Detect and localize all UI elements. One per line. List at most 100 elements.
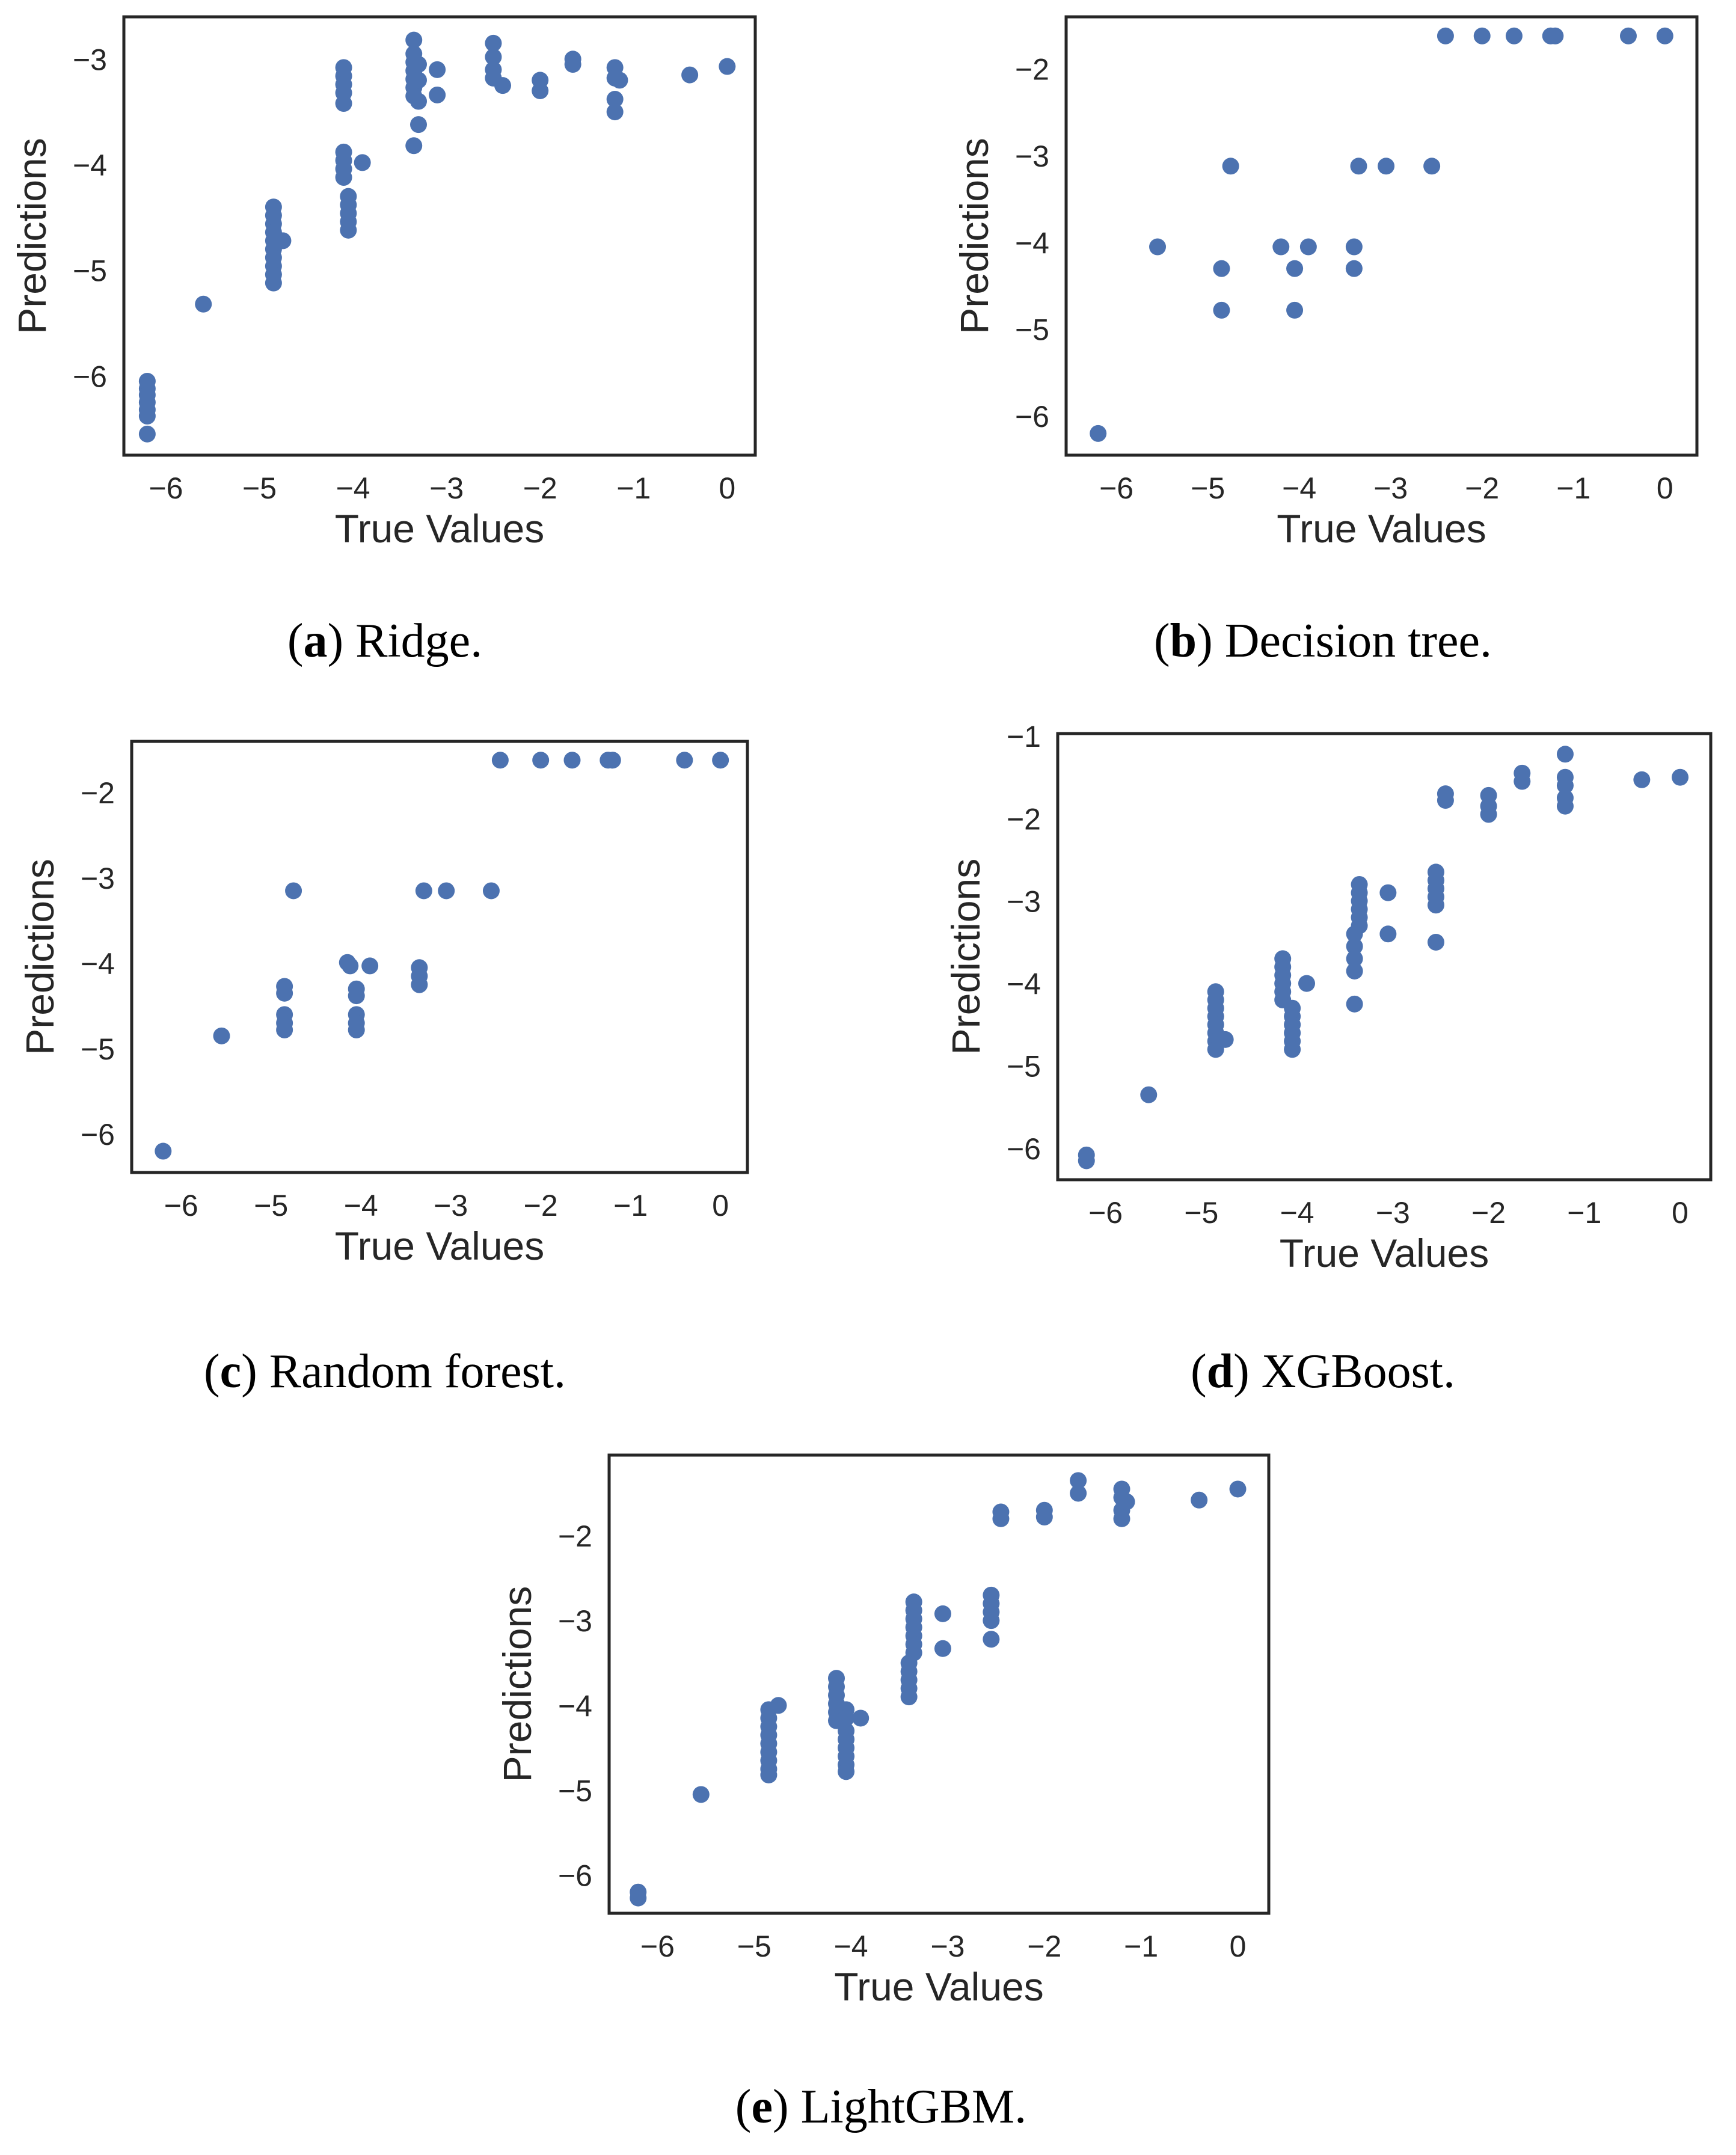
data-point (1345, 238, 1363, 256)
panel-caption: (a) Ridge. (287, 615, 482, 667)
y-tick-label: −4 (558, 1689, 592, 1723)
x-tick-label: −2 (1465, 471, 1499, 505)
data-point (852, 1709, 870, 1727)
y-tick-label: −4 (81, 947, 115, 981)
data-point (276, 984, 293, 1002)
x-axis-label: True Values (834, 1964, 1044, 2009)
data-point (676, 752, 693, 769)
caption-text: Decision tree. (1213, 615, 1492, 667)
data-point (760, 1766, 778, 1783)
caption-letter: d (1207, 1345, 1234, 1398)
plot-frame (1064, 15, 1699, 457)
data-point (195, 295, 212, 313)
panel-caption: (e) LightGBM. (735, 2080, 1026, 2133)
x-tick-label: −5 (254, 1189, 288, 1222)
x-tick-label: −4 (1282, 471, 1316, 505)
data-point (606, 91, 624, 108)
data-point (606, 103, 624, 121)
x-tick-label: 0 (1230, 1930, 1247, 1963)
data-point (274, 232, 292, 250)
data-point (1350, 158, 1367, 175)
data-point (213, 1027, 230, 1044)
data-point (983, 1612, 1000, 1629)
data-point (564, 56, 581, 73)
x-tick-label: −3 (434, 1189, 468, 1222)
data-point (1191, 1491, 1208, 1509)
y-tick-label: −6 (1015, 400, 1049, 434)
data-point (838, 1763, 855, 1780)
data-point (482, 882, 500, 900)
x-tick-label: −6 (149, 471, 183, 505)
data-point (342, 957, 359, 975)
y-tick-label: −5 (1007, 1050, 1041, 1084)
caption-text: LightGBM. (789, 2080, 1027, 2133)
y-tick-label: −6 (1007, 1132, 1041, 1166)
data-point (485, 48, 502, 66)
x-tick-label: −4 (344, 1189, 378, 1222)
caption-paren-open: ( (1191, 1345, 1207, 1398)
x-tick-label: −1 (1556, 471, 1590, 505)
caption-text: Ridge. (343, 615, 482, 667)
data-point (1556, 746, 1574, 763)
data-point (934, 1640, 951, 1657)
data-point (1345, 260, 1363, 277)
caption-text: XGBoost. (1250, 1345, 1455, 1398)
data-point (361, 957, 379, 975)
caption-paren-open: ( (1154, 615, 1170, 667)
x-tick-label: −5 (1184, 1196, 1218, 1230)
caption-paren-close: ) (327, 615, 343, 667)
data-point (1656, 27, 1673, 44)
data-point (1437, 792, 1454, 809)
caption-text: Random forest. (257, 1345, 566, 1398)
data-point (340, 221, 357, 239)
data-point (712, 752, 729, 769)
panel-d-xgboost: −6 −5 −4 −3 −2 −1 0 −6 −5 −4 −3 −2 −1 True Values Pred… (943, 720, 1713, 1398)
y-tick-label: −2 (1007, 802, 1041, 836)
data-point (1379, 925, 1397, 943)
plot-frame (122, 15, 757, 457)
y-tick-label: −4 (1007, 967, 1041, 1001)
panel-caption: (b) Decision tree. (1154, 615, 1492, 667)
caption-paren-close: ) (1233, 1345, 1250, 1398)
y-tick-label: −6 (73, 360, 107, 393)
data-point (335, 95, 352, 112)
data-point (1229, 1480, 1247, 1498)
data-point (1272, 238, 1290, 256)
caption-letter: c (220, 1345, 242, 1398)
data-point (1427, 933, 1444, 951)
data-point (1505, 27, 1523, 44)
x-tick-label: −4 (834, 1930, 868, 1963)
data-point (415, 882, 432, 900)
y-tick-label: −6 (558, 1859, 592, 1893)
y-tick-label: −1 (1007, 720, 1041, 753)
data-point (485, 34, 502, 52)
caption-letter: b (1170, 615, 1197, 667)
plot-frame (130, 740, 749, 1174)
x-tick-label: −5 (1191, 471, 1225, 505)
x-tick-label: 0 (1657, 471, 1673, 505)
data-point (692, 1786, 710, 1803)
data-point (1378, 158, 1395, 175)
data-point (1078, 1152, 1095, 1169)
data-point (1437, 27, 1454, 44)
x-tick-label: 0 (719, 471, 735, 505)
x-tick-label: −1 (1124, 1930, 1158, 1963)
data-point (1379, 884, 1397, 901)
y-tick-label: −3 (1015, 139, 1049, 173)
data-point (1213, 260, 1230, 277)
data-point (410, 56, 427, 73)
caption-paren-open: ( (735, 2080, 752, 2133)
data-point (429, 86, 446, 103)
x-tick-label: −5 (737, 1930, 771, 1963)
data-point (1284, 1041, 1301, 1058)
data-point (1556, 797, 1574, 815)
data-point (1140, 1086, 1158, 1103)
panel-caption: (d) XGBoost. (1191, 1345, 1455, 1398)
data-point (1346, 937, 1363, 955)
caption-paren-open: ( (204, 1345, 220, 1398)
data-point (1213, 301, 1230, 319)
data-point (838, 1709, 855, 1727)
data-point (983, 1631, 1000, 1648)
